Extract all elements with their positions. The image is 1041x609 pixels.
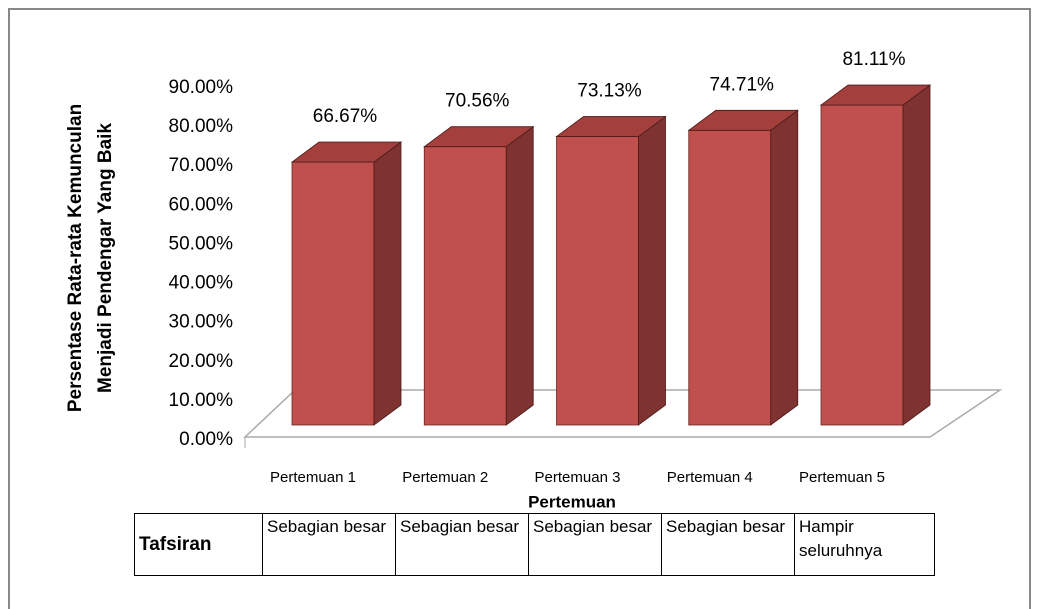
data-label: 74.71% [710,74,775,95]
bar-top [555,116,667,137]
y-tick-label: 60.00% [169,194,234,215]
bar-side [770,109,799,426]
bar [423,146,507,426]
bar-side [505,125,534,426]
data-label: 81.11% [842,49,905,70]
bar [291,161,375,426]
bar [820,104,904,426]
y-tick-label: 70.00% [169,155,234,176]
x-tick-label: Pertemuan 3 [535,469,621,486]
table-row: Tafsiran Sebagian besar Sebagian besar S… [134,513,935,576]
table-cell: Sebagian besar [395,513,529,576]
x-tick-label: Pertemuan 2 [402,469,488,486]
floor [243,389,1003,438]
chart-border [8,8,1031,609]
y-tick-label: 40.00% [169,273,234,294]
bar-side [373,141,402,426]
table-cell: Sebagian besar [661,513,795,576]
bar-side [638,115,666,426]
table-cell: Sebagian besar [528,513,662,576]
y-axis-label: Persentase Rata-rata Kemunculan [65,104,86,412]
table-cell: Hampir seluruhnya [794,513,935,576]
table-cell: Sebagian besar [262,513,396,576]
x-tick-label: Pertemuan 1 [270,469,356,486]
data-label: 66.67% [313,106,378,127]
y-tick-label: 0.00% [179,429,233,450]
y-axis-label: Menjadi Pendengar Yang Baik [95,123,116,393]
data-label: 73.13% [577,81,642,102]
data-label: 70.56% [445,91,510,112]
y-tick-label: 20.00% [169,351,234,372]
bar-side [902,84,931,426]
bar [688,129,772,426]
x-axis-label: Pertemuan [528,492,616,511]
bar [556,136,639,426]
y-tick-label: 50.00% [169,233,234,254]
bar-top [423,126,535,148]
tafsiran-table: Tafsiran Sebagian besar Sebagian besar S… [134,513,935,576]
table-header: Tafsiran [134,513,263,576]
y-tick-label: 90.00% [169,77,234,98]
x-tick-label: Pertemuan 5 [799,469,885,486]
y-tick-label: 30.00% [169,312,234,333]
x-tick-label: Pertemuan 4 [667,469,753,486]
y-tick-label: 80.00% [169,116,234,137]
bar-top [290,141,403,163]
bar-top [687,109,799,131]
y-tick-label: 10.00% [169,390,234,411]
bar-top [819,84,932,106]
